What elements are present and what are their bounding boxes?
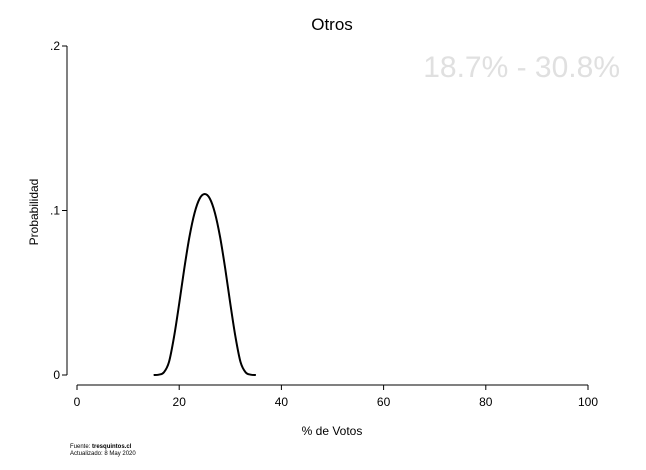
y-tick-label: .1 [50,204,60,218]
x-tick-label: 40 [275,395,289,409]
x-axis-ticks: 0 20 40 60 80 100 [74,385,598,409]
footer-source: Fuente: tresquintos.cl [70,444,132,450]
chart-title: Otros [311,15,353,34]
y-axis-ticks: 0 .1 .2 [50,39,67,382]
y-tick-label: 0 [53,368,60,382]
footer-updated: Actualizado: 8 May 2020 [70,451,136,457]
x-tick-label: 80 [479,395,493,409]
x-tick-label: 60 [377,395,391,409]
series-line-otros [153,193,256,376]
x-tick-label: 20 [173,395,187,409]
y-axis-label: Probabilidad [27,179,41,246]
range-annotation: 18.7% - 30.8% [423,51,620,84]
source-value: tresquintos.cl [92,444,132,450]
x-axis-label: % de Votos [302,424,363,438]
x-tick-label: 0 [74,395,81,409]
footer: Fuente: tresquintos.cl Actualizado: 8 Ma… [70,444,136,458]
y-tick-label: .2 [50,39,60,53]
x-tick-label: 100 [578,395,598,409]
updated-value: 8 May 2020 [104,451,136,457]
